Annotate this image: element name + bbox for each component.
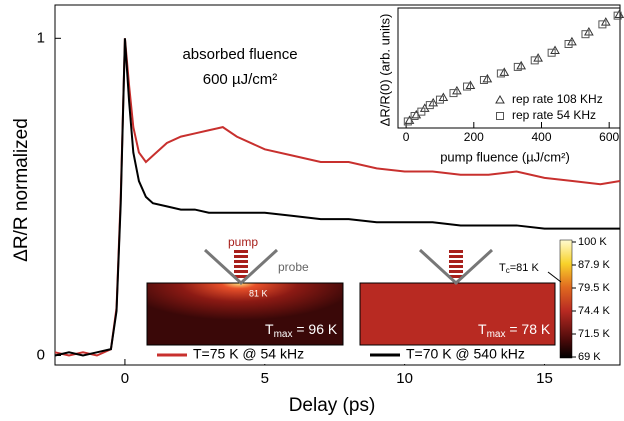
legend-bg [153,346,333,364]
annotation: 600 µJ/cm² [203,71,278,88]
y-axis-label: ΔR/R normalized [11,118,32,262]
marker [479,76,488,84]
inset-frame [397,7,621,129]
marker [435,95,444,104]
marker [410,112,419,120]
tmax-label: Tmax = 78 K [478,321,551,340]
tmax-value: = 96 K [292,321,337,337]
plot-frame [54,4,621,366]
spot-label: 81 K [249,288,268,298]
heatmap [146,282,344,346]
marker [425,101,434,110]
pump-stack [234,250,248,278]
x-tick-label: 0 [403,130,410,144]
marker [449,89,458,98]
x-tick-label: 400 [531,130,551,144]
data-line [54,38,620,357]
marker [547,48,556,57]
marker [417,107,426,116]
legend-marker [496,112,504,120]
legend-bg [366,346,556,364]
tmax-sub: max [274,329,293,340]
probe-beam [418,248,494,286]
marker [513,62,522,71]
legend-marker [495,94,505,104]
colorbar-label: 100 K [578,236,607,248]
tc-t: T [499,262,506,274]
colorbar-labels: 100 K 87.9 K 79.5 K 74.4 K 71.5 K 69 K [572,236,610,363]
marker [463,82,472,91]
x-tick-label: 0 [121,370,129,387]
tc-sub: c [506,266,510,275]
tmax-t: T [265,321,274,337]
legend-label: T=75 K @ 54 kHz [193,346,304,362]
marker [403,117,412,126]
inset-x-label: pump fluence (µJ/cm²) [440,149,570,164]
y-tick-label: 1 [37,29,45,46]
probe-beam [203,248,279,286]
legend-label: rep rate 54 KHz [512,108,596,122]
colorbar-label: 69 K [578,351,601,363]
colorbar-label: 87.9 K [578,259,610,271]
marker [530,56,539,65]
y-tick-label: 0 [37,346,45,363]
probe-label: probe [278,260,309,274]
marker [564,40,573,48]
x-tick-label: 10 [396,370,413,387]
x-axis-label: Delay (ps) [289,395,376,416]
colorbar-label: 71.5 K [578,328,610,340]
x-tick-label: 200 [464,130,484,144]
marker [598,20,607,29]
x-tick-label: 15 [536,370,553,387]
pump-stack [449,250,463,278]
tc-arrow [547,271,562,283]
legend-label: T=70 K @ 540 kHz [406,346,525,362]
inset-y-label: ΔR/R(0) (arb. units) [377,14,392,127]
annotation: absorbed fluence [182,46,297,63]
heatmap [359,282,556,346]
marker [613,11,622,20]
colorbar-label: 79.5 K [578,282,610,294]
x-tick-label: 5 [261,370,269,387]
x-tick-label: 600 [599,130,619,144]
tmax-t: T [478,321,487,337]
marker [496,69,505,78]
pump-label: pump [228,235,258,249]
tc-label: Tc=81 K [499,262,539,275]
tmax-value: = 78 K [505,321,550,337]
legend-label: rep rate 108 KHz [512,92,603,106]
tc-value: =81 K [510,262,540,274]
marker [581,30,590,39]
tmax-sub: max [487,329,506,340]
colorbar [559,239,573,359]
tmax-label: Tmax = 96 K [265,321,338,340]
colorbar-label: 74.4 K [578,305,610,317]
